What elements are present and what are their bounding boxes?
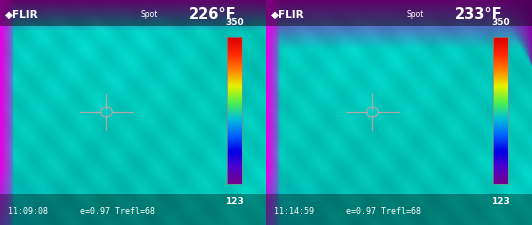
- Bar: [266, 195, 532, 225]
- Text: 11:14:59: 11:14:59: [274, 206, 314, 215]
- Text: 350: 350: [226, 18, 244, 27]
- Text: e=0.97 Trefl=68: e=0.97 Trefl=68: [346, 206, 421, 215]
- Text: e=0.97 Trefl=68: e=0.97 Trefl=68: [80, 206, 155, 215]
- Text: 226°F: 226°F: [189, 7, 237, 22]
- Text: 11:09:08: 11:09:08: [8, 206, 48, 215]
- Text: ◆FLIR: ◆FLIR: [5, 10, 39, 20]
- Text: 123: 123: [226, 196, 244, 205]
- Bar: [494, 38, 508, 184]
- Bar: [0, 195, 266, 225]
- Text: 233°F: 233°F: [455, 7, 503, 22]
- Bar: [266, 0, 532, 27]
- Text: 350: 350: [492, 18, 510, 27]
- Text: 123: 123: [492, 196, 510, 205]
- Text: Spot: Spot: [406, 10, 423, 19]
- Text: ◆FLIR: ◆FLIR: [271, 10, 305, 20]
- Text: Spot: Spot: [140, 10, 157, 19]
- Bar: [228, 38, 242, 184]
- Bar: [0, 0, 266, 27]
